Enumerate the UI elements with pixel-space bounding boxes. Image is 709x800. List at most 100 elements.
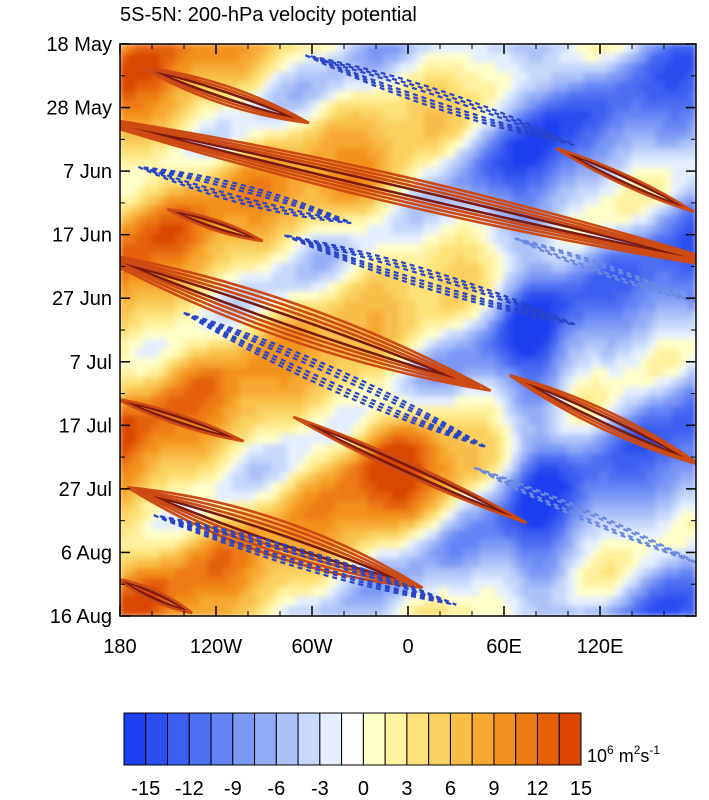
field-cell (463, 148, 473, 159)
field-cell (335, 281, 345, 293)
field-cell (623, 196, 633, 207)
field-cell (335, 596, 345, 607)
field-cell (167, 377, 177, 388)
field-cell (319, 310, 329, 321)
field-cell (287, 186, 297, 198)
field-cell (143, 53, 153, 64)
field-cell (447, 44, 457, 55)
field-cell (255, 62, 265, 74)
field-cell (575, 291, 585, 302)
field-cell (519, 81, 529, 93)
field-cell (383, 396, 393, 407)
field-cell (487, 157, 497, 169)
field-cell (567, 482, 577, 493)
field-cell (263, 300, 273, 312)
field-cell (287, 405, 297, 417)
field-cell (167, 453, 177, 464)
field-cell (575, 91, 585, 102)
field-cell (687, 234, 696, 245)
field-cell (343, 272, 353, 283)
field-cell (407, 329, 417, 341)
field-cell (463, 424, 473, 436)
field-cell (431, 501, 441, 512)
field-cell (335, 339, 345, 350)
field-cell (631, 472, 641, 484)
field-cell (223, 443, 233, 455)
field-cell (191, 119, 201, 131)
field-cell (591, 491, 601, 503)
field-cell (255, 596, 265, 607)
field-cell (327, 358, 337, 369)
field-cell (295, 262, 305, 274)
field-cell (543, 291, 553, 302)
field-cell (359, 262, 369, 274)
field-cell (615, 348, 625, 360)
field-cell (463, 577, 473, 588)
colorbar-box (341, 712, 364, 766)
field-cell (679, 339, 689, 350)
field-cell (247, 386, 257, 398)
field-cell (671, 405, 681, 417)
field-cell (431, 434, 441, 445)
field-cell (167, 100, 177, 112)
field-cell (415, 443, 425, 455)
positive-contour (120, 259, 471, 385)
field-cell (263, 319, 273, 331)
field-cell (359, 491, 369, 503)
field-cell (503, 358, 513, 369)
field-cell (375, 148, 385, 159)
field-cell (655, 224, 665, 236)
field-cell (559, 262, 569, 274)
field-cell (551, 138, 561, 150)
field-cell (207, 310, 217, 321)
field-cell (447, 520, 457, 531)
field-cell (543, 91, 553, 102)
field-cell (655, 205, 665, 217)
field-cell (127, 443, 137, 455)
field-cell (279, 62, 289, 74)
field-cell (679, 196, 689, 207)
field-cell (583, 567, 593, 579)
field-cell (415, 234, 425, 245)
field-cell (159, 586, 169, 598)
field-cell (607, 138, 617, 150)
field-cell (487, 62, 497, 74)
field-cell (143, 339, 153, 350)
field-cell (399, 300, 409, 312)
field-cell (143, 567, 153, 579)
field-cell (159, 482, 169, 493)
field-cell (511, 529, 521, 541)
field-cell (223, 205, 233, 217)
field-cell (623, 510, 633, 522)
field-cell (679, 558, 689, 569)
field-cell (231, 62, 241, 74)
field-cell (367, 472, 377, 484)
field-cell (519, 567, 529, 579)
field-cell (591, 53, 601, 64)
field-cell (463, 310, 473, 321)
field-cell (623, 453, 633, 464)
field-cell (223, 424, 233, 436)
field-cell (391, 596, 401, 607)
field-cell (655, 81, 665, 93)
field-cell (415, 129, 425, 140)
field-cell (279, 405, 289, 417)
field-cell (575, 558, 585, 569)
field-cell (271, 72, 281, 83)
field-cell (135, 539, 145, 550)
field-cell (175, 157, 185, 169)
field-cell (487, 348, 497, 360)
field-cell (599, 176, 609, 188)
field-cell (543, 472, 553, 484)
field-cell (471, 596, 481, 607)
field-cell (463, 224, 473, 236)
field-cell (591, 367, 601, 379)
field-cell (271, 91, 281, 102)
field-cell (423, 100, 433, 112)
field-cell (135, 205, 145, 217)
field-cell (167, 348, 177, 360)
field-cell (231, 119, 241, 131)
field-cell (687, 272, 696, 283)
field-cell (679, 281, 689, 293)
field-cell (535, 348, 545, 360)
